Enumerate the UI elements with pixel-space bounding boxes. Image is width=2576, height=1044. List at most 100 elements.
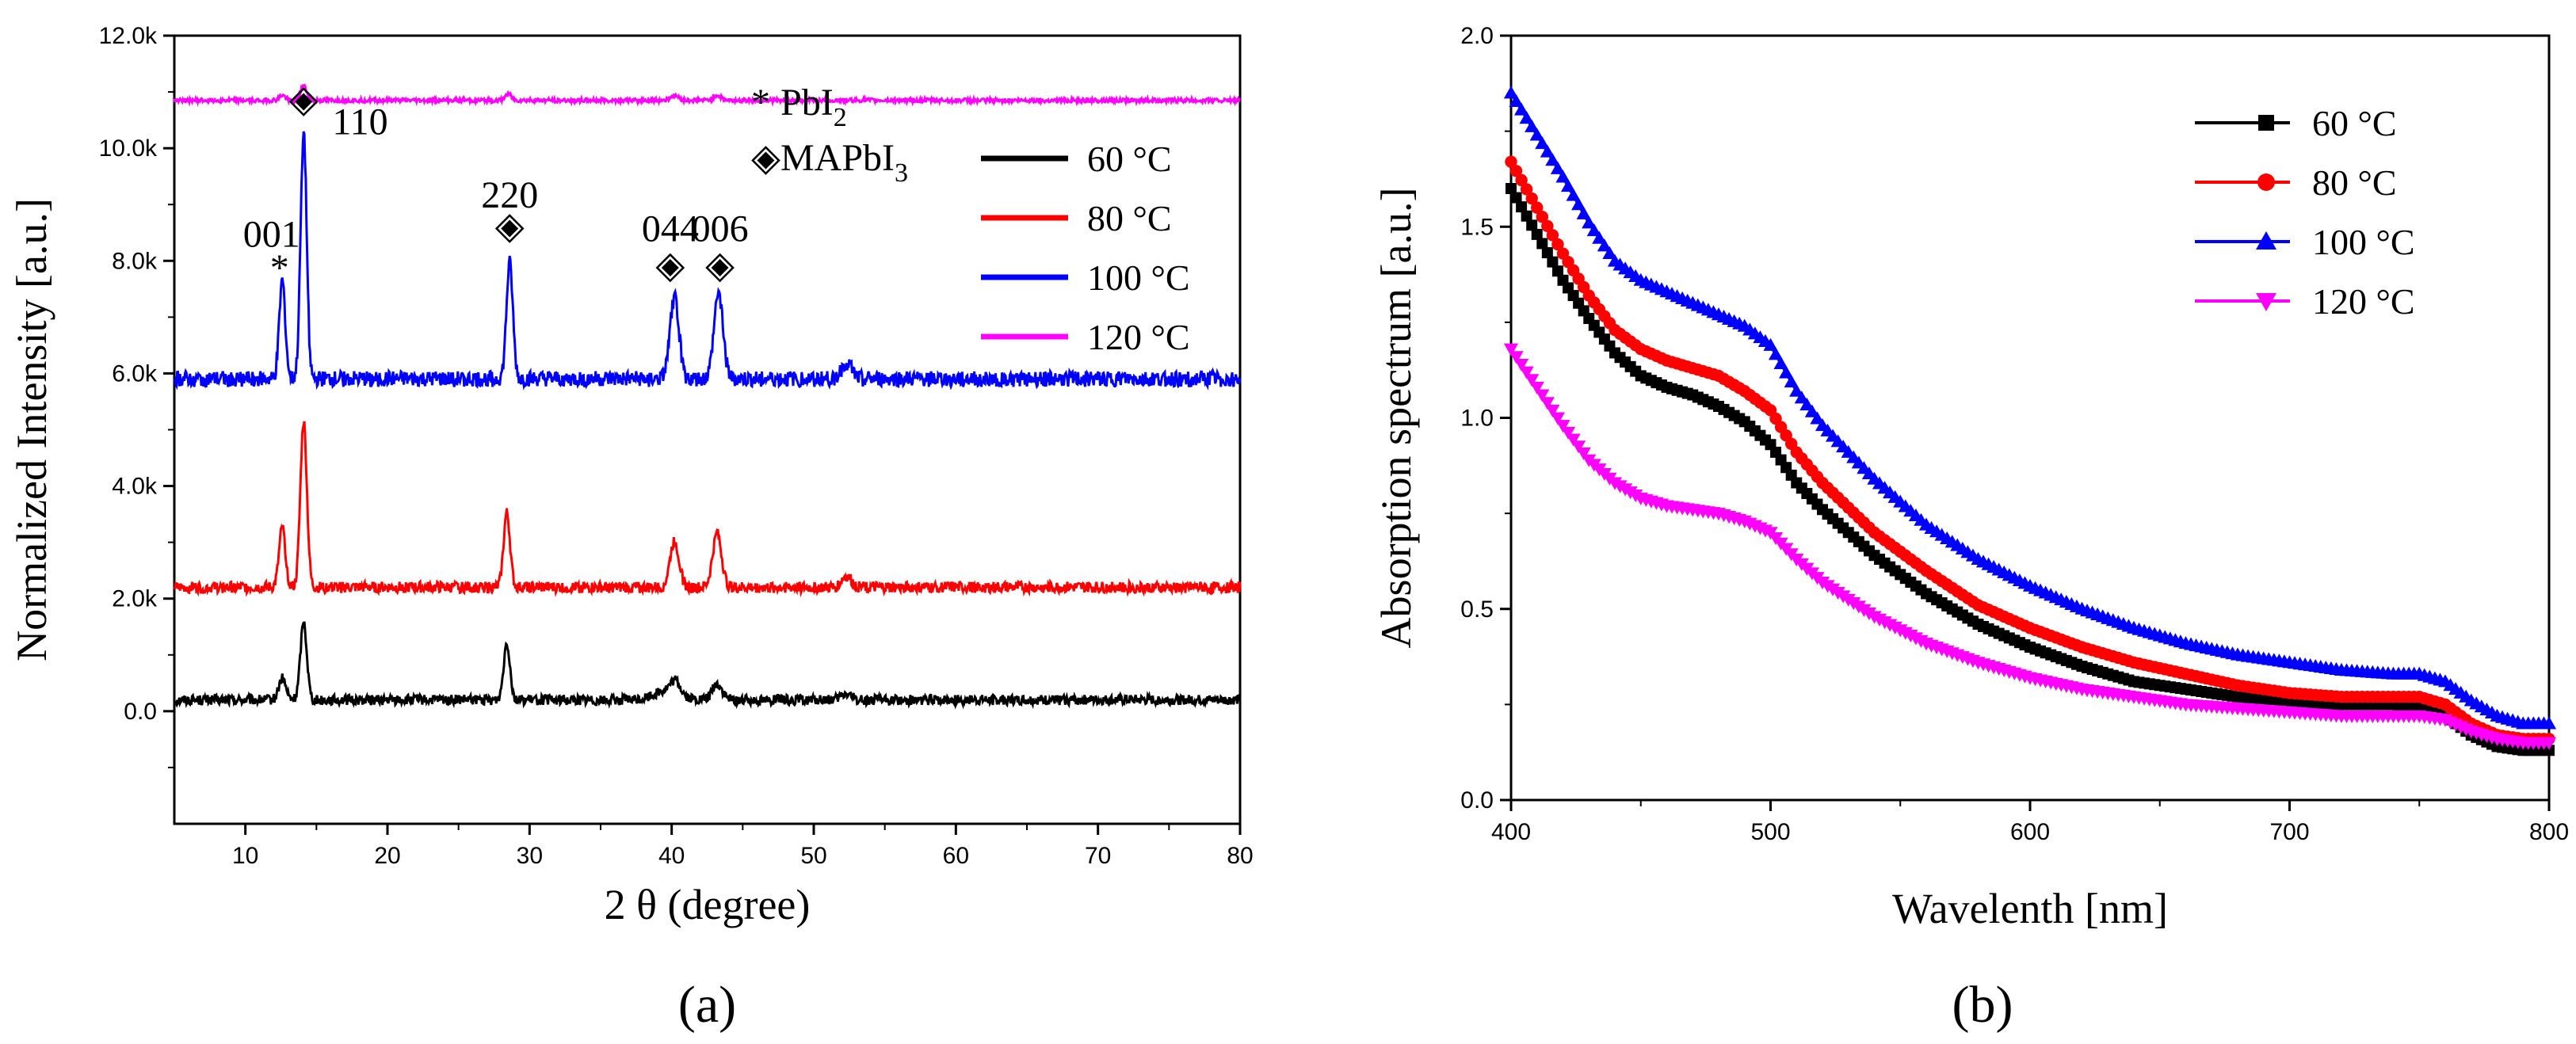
marker-legend-label: PbI2 (780, 82, 847, 132)
series-marker (1804, 404, 1819, 417)
panel-label: (b) (1952, 976, 2013, 1034)
y-tick-label: 2.0 (1460, 23, 1494, 49)
peak-annotation: ◈ (289, 78, 319, 120)
series-marker (1602, 246, 1617, 260)
legend-marker (2256, 293, 2276, 311)
series-marker (1789, 383, 1804, 397)
series-marker (1535, 389, 1550, 402)
series-marker (2541, 716, 2557, 730)
x-tick-label: 500 (1750, 819, 1790, 845)
x-tick-label: 700 (2269, 819, 2309, 845)
y-tick-label: 10.0k (99, 135, 158, 162)
series-marker (1794, 391, 1809, 404)
legend-label: 100 °C (1087, 257, 1190, 298)
legend-marker (2256, 231, 2276, 250)
series-line (173, 131, 1242, 391)
peak-annotation: ◈ (495, 205, 525, 247)
series-marker (2541, 737, 2557, 750)
series-marker (1509, 351, 1524, 364)
series-marker (1514, 358, 1529, 372)
series-marker (1784, 375, 1799, 388)
series-marker (1515, 173, 1528, 187)
panel-b-absorption-chart: 400 500 600 700 800 0.0 0.5 1.0 1.5 2.0 60 °C 80 °C… (1372, 23, 2569, 1034)
series-marker (1555, 420, 1570, 433)
x-axis-label: 2 θ (degree) (605, 881, 811, 928)
y-tick-label: 0.0 (124, 699, 157, 725)
peak-annotation: 044 (642, 208, 699, 250)
legend-label: 60 °C (2312, 103, 2397, 143)
peak-annotation: 006 (692, 208, 749, 250)
series-marker (1531, 228, 1543, 240)
y-tick-label: 0.0 (1460, 787, 1494, 813)
x-tick-label: 40 (658, 843, 685, 869)
peak-annotation: ◈ (655, 245, 685, 287)
legend-label: 80 °C (2312, 162, 2397, 203)
series-marker (1506, 183, 1517, 194)
series-marker (1525, 374, 1540, 387)
legend-label: 100 °C (2312, 222, 2415, 262)
series-marker (1799, 397, 1815, 411)
series-marker (2544, 745, 2555, 756)
plot-frame (173, 34, 1242, 825)
series-line (173, 621, 1242, 710)
x-axis-label: Wavelenth [nm] (1892, 885, 2168, 932)
series-marker (1540, 397, 1555, 410)
series-marker (1810, 411, 1825, 425)
x-tick-label: 50 (800, 843, 826, 869)
legend-label: 80 °C (1087, 198, 1172, 238)
series-marker (1521, 210, 1532, 222)
y-tick-label: 0.5 (1460, 596, 1494, 623)
series-marker (1546, 229, 1559, 242)
series-marker (1597, 238, 1612, 252)
series-marker (1536, 211, 1549, 223)
series-marker (1541, 247, 1553, 259)
series-marker (1779, 365, 1794, 379)
series-marker (1560, 426, 1576, 440)
series-marker (1551, 238, 1564, 251)
series-marker (1516, 201, 1528, 213)
series-marker (1514, 102, 1529, 116)
x-tick-label: 80 (1227, 843, 1253, 869)
series-marker (1505, 155, 1517, 168)
y-axis-label: Absorption spectrum [a.u.] (1372, 188, 1420, 649)
y-tick-label: 4.0k (112, 474, 158, 500)
legend-marker (2257, 173, 2275, 191)
marker-legend-subscript: 2 (834, 103, 847, 132)
peak-annotation: * (270, 247, 289, 289)
series-line (173, 83, 1241, 107)
series-marker (1526, 219, 1538, 231)
x-tick-label: 70 (1085, 843, 1111, 869)
series-marker (1550, 161, 1566, 174)
series-marker (1560, 179, 1576, 192)
marker-legend-subscript: 3 (895, 158, 908, 188)
series-marker (1763, 337, 1778, 351)
legend-label: 120 °C (1087, 317, 1190, 357)
series-marker (1509, 93, 1524, 107)
x-tick-label: 600 (2010, 819, 2050, 845)
y-tick-label: 8.0k (112, 248, 158, 274)
peak-annotation: 110 (332, 101, 387, 143)
series-marker (1586, 223, 1601, 237)
series-marker (1773, 356, 1788, 369)
series-marker (1529, 381, 1544, 394)
series-marker (1531, 201, 1544, 214)
series-marker (1571, 197, 1586, 211)
marker-legend-symbol: * (751, 82, 770, 124)
x-tick-label: 30 (517, 843, 543, 869)
series-marker (1535, 135, 1550, 150)
series-marker (1510, 192, 1522, 204)
series-marker (1519, 366, 1534, 379)
peak-annotation: ◈ (705, 245, 735, 287)
marker-legend-label: MAPbI3 (780, 137, 908, 188)
series-marker (1509, 165, 1523, 177)
peak-annotation: 220 (481, 174, 538, 216)
x-tick-label: 10 (232, 843, 258, 869)
y-tick-label: 6.0k (112, 360, 158, 387)
panel-label: (a) (678, 976, 736, 1034)
x-tick-label: 20 (374, 843, 400, 869)
legend-label: 120 °C (2312, 281, 2415, 322)
series-line (1509, 188, 2549, 753)
series-marker (1519, 111, 1534, 124)
y-tick-label: 2.0k (112, 586, 158, 612)
series-marker (1525, 192, 1538, 205)
